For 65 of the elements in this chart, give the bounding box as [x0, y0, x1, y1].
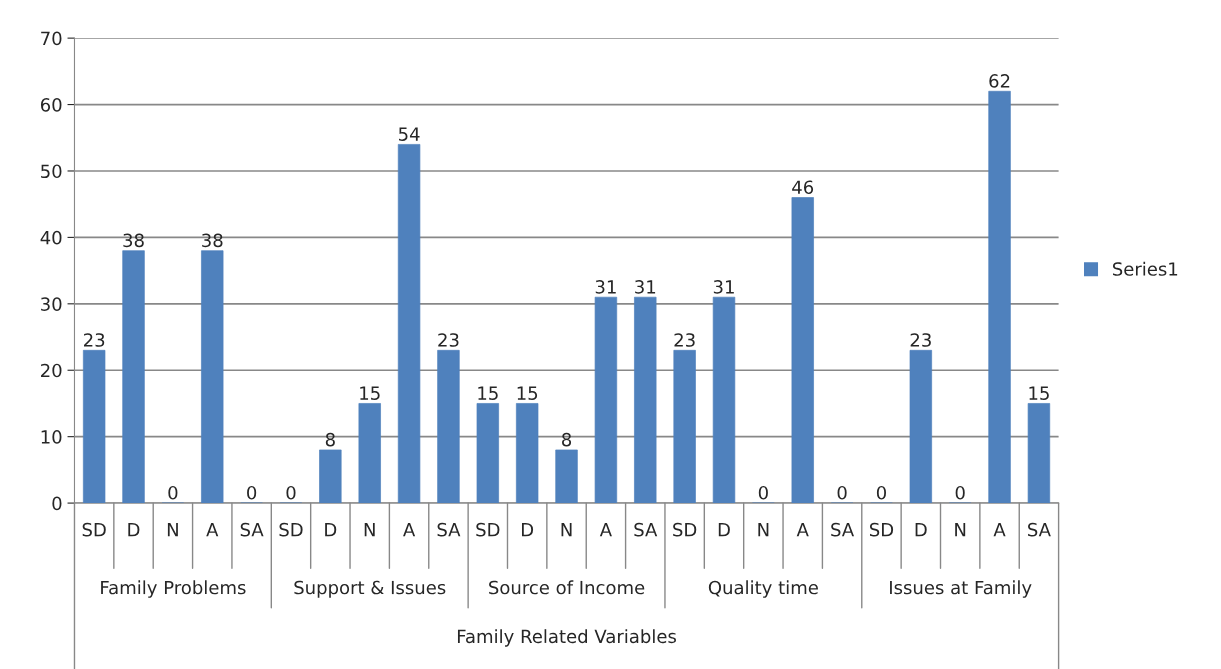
data-label: 38 [123, 233, 144, 248]
y-tick-label: 30 [41, 297, 62, 311]
x-tick-label: SD [279, 522, 303, 537]
y-tick-label: 20 [41, 363, 62, 378]
data-label: 46 [792, 180, 814, 195]
data-label: 15 [360, 386, 380, 400]
x-tick-label: SA [1028, 522, 1051, 537]
y-tick-label: 0 [52, 496, 62, 511]
y-tick-label: 70 [41, 31, 62, 46]
data-label: 31 [713, 280, 734, 294]
x-tick-label: A [206, 523, 219, 537]
y-tick-label: 10 [41, 430, 62, 444]
data-label: 8 [562, 432, 572, 447]
x-tick-label: SD [869, 522, 894, 537]
data-label: 0 [876, 485, 887, 500]
x-tick-label: N [955, 523, 966, 537]
data-label: 23 [84, 333, 105, 347]
source-note: Source of Income [489, 580, 645, 595]
data-label: 0 [758, 485, 768, 500]
x-tick-label: SD [673, 522, 697, 537]
text: Family Problems [101, 580, 246, 598]
x-tick-label: D [915, 523, 927, 537]
data-label: 38 [202, 233, 223, 248]
x-tick-label: D [325, 523, 337, 537]
data-label: 15 [1029, 386, 1049, 400]
data-label: 31 [635, 280, 656, 294]
data-label: 8 [325, 432, 335, 447]
data-label: 0 [247, 485, 257, 500]
y-tick-label: 40 [40, 230, 62, 245]
data-label: 23 [438, 333, 459, 347]
data-label: 0 [955, 485, 965, 500]
x-tick-label: D [718, 523, 730, 537]
text: Issues at Family [890, 580, 1032, 598]
data-label: 31 [595, 280, 616, 294]
x-tick-label: A [993, 523, 1006, 537]
data-label: 23 [674, 333, 695, 347]
x-tick-label: SA [634, 522, 658, 537]
x-tick-label: D [522, 523, 534, 537]
x-tick-label: D [128, 523, 140, 537]
x-tick-label: SD [476, 522, 500, 537]
data-label: 15 [517, 386, 538, 400]
text: Quality time [708, 580, 818, 598]
data-label: 0 [286, 485, 296, 500]
x-tick-label: A [599, 523, 612, 537]
x-tick-label: N [364, 523, 375, 537]
x-tick-label: SA [831, 522, 855, 537]
x-tick-label: SA [437, 522, 461, 537]
data-label: 0 [837, 485, 847, 500]
data-label: 23 [910, 333, 931, 347]
legend-label: Series1 [1112, 261, 1178, 276]
data-label: 62 [989, 74, 1010, 88]
x-tick-label: N [758, 523, 769, 537]
text: Family Related Variables [457, 629, 676, 647]
x-tick-label: N [561, 523, 572, 537]
x-tick-label: A [796, 523, 809, 537]
data-label: 0 [168, 485, 178, 500]
data-label: 54 [398, 127, 420, 141]
y-tick-label: 50 [41, 164, 62, 179]
x-tick-label: SD [82, 522, 106, 537]
x-tick-label: A [403, 523, 416, 537]
y-tick-label: 60 [40, 98, 62, 112]
data-label: 15 [478, 386, 498, 400]
x-tick-label: N [167, 523, 178, 537]
text: Support & Issues [294, 580, 446, 598]
x-tick-label: SA [240, 522, 264, 537]
